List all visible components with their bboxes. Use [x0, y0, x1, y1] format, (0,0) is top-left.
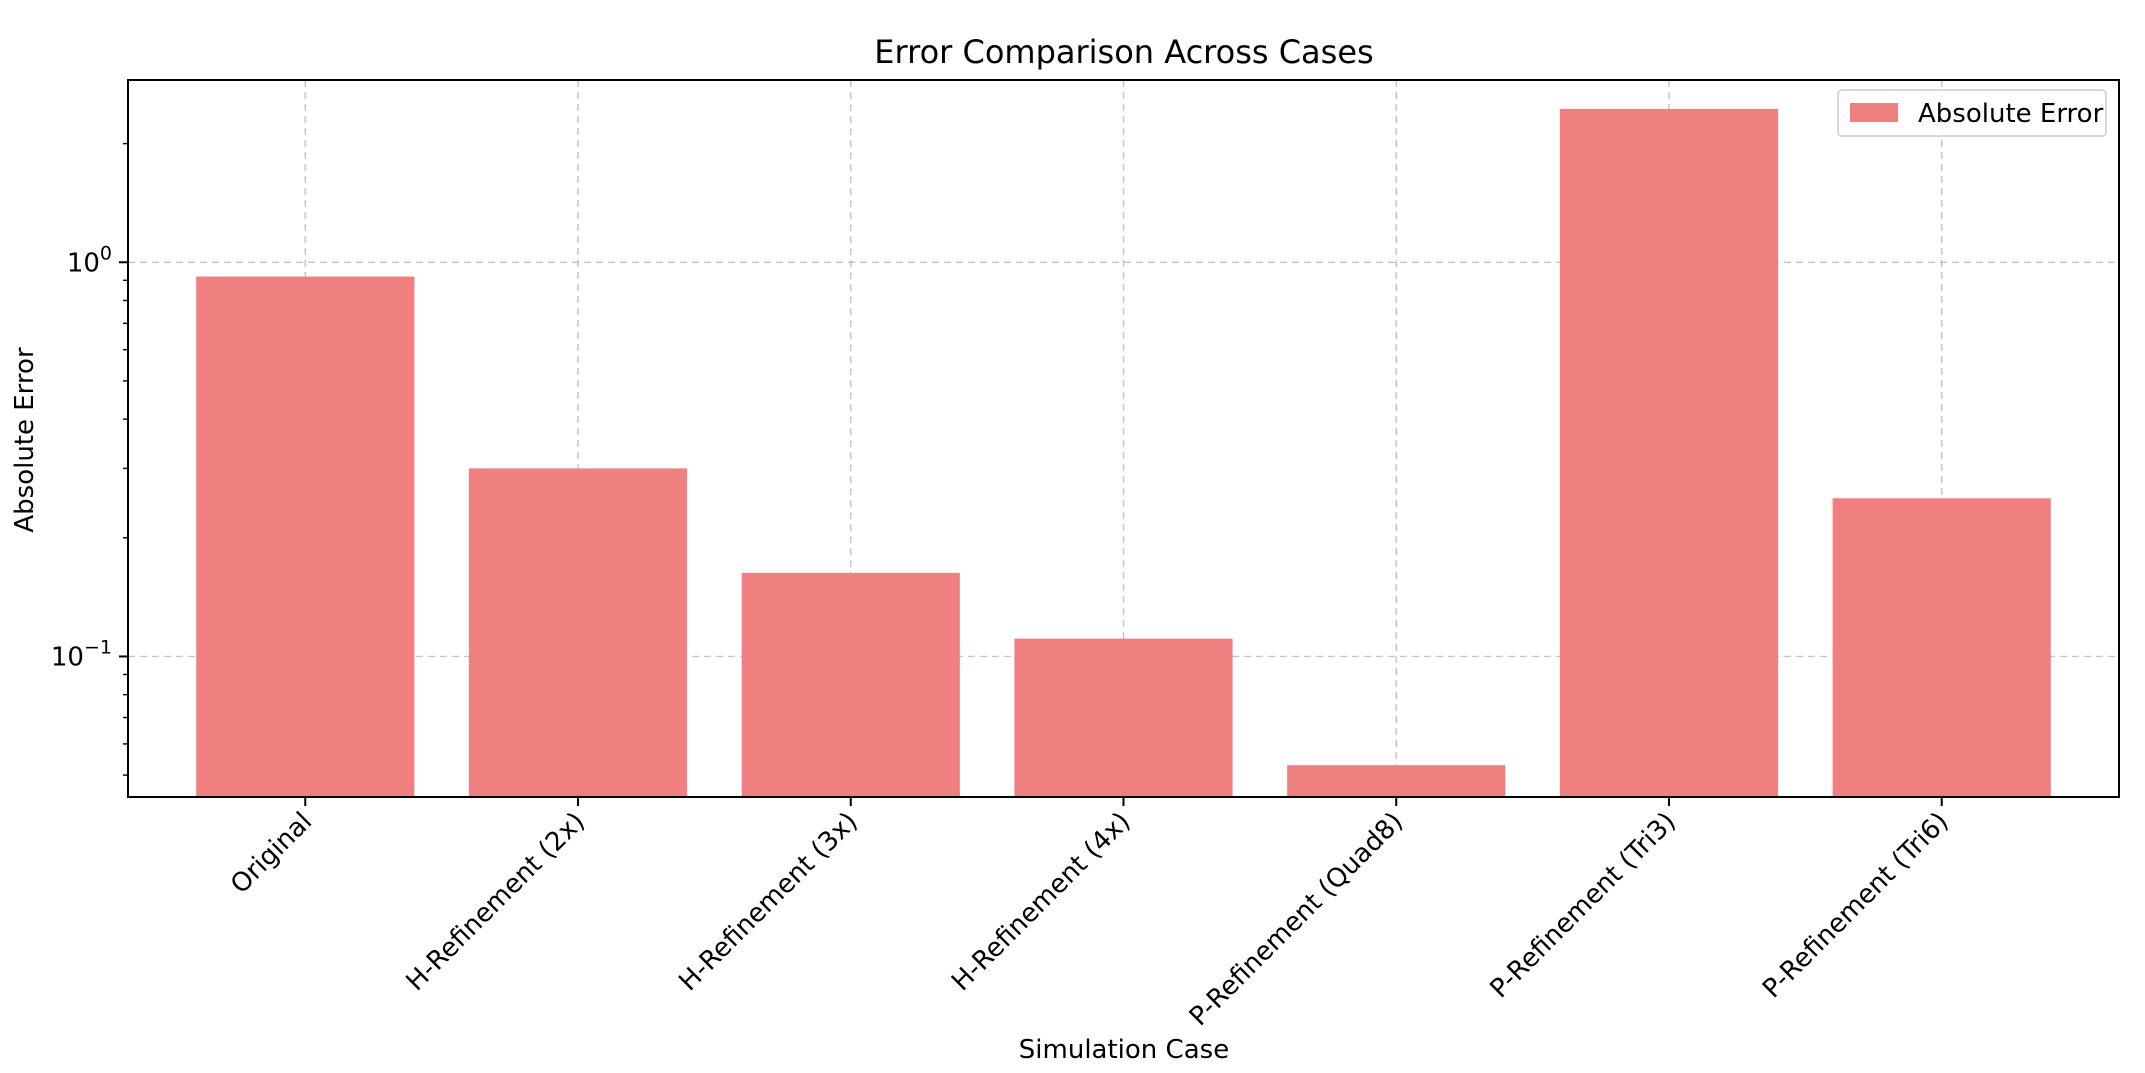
- bars: [196, 108, 2051, 797]
- bar: [1014, 638, 1233, 797]
- axis-ticks: [119, 142, 1943, 806]
- bar: [468, 468, 688, 797]
- bar: [196, 276, 415, 797]
- bar: [1832, 498, 2051, 797]
- x-axis-label: Simulation Case: [1019, 1035, 1229, 1065]
- bar: [1559, 108, 1779, 797]
- y-tick-label: 10−1: [51, 636, 112, 672]
- y-axis-label: Absolute Error: [10, 347, 40, 533]
- legend-frame: [1837, 89, 2107, 137]
- legend-swatch: [1850, 103, 1898, 122]
- bar: [741, 572, 960, 797]
- legend-label: Absolute Error: [1918, 99, 2104, 129]
- grid: [128, 80, 2119, 797]
- bar: [1287, 765, 1506, 797]
- chart-title: Error Comparison Across Cases: [874, 33, 1373, 71]
- y-tick-labels: 100 10−1: [51, 242, 112, 672]
- y-tick-label: 100: [67, 242, 112, 278]
- legend: Absolute Error: [1837, 89, 2107, 137]
